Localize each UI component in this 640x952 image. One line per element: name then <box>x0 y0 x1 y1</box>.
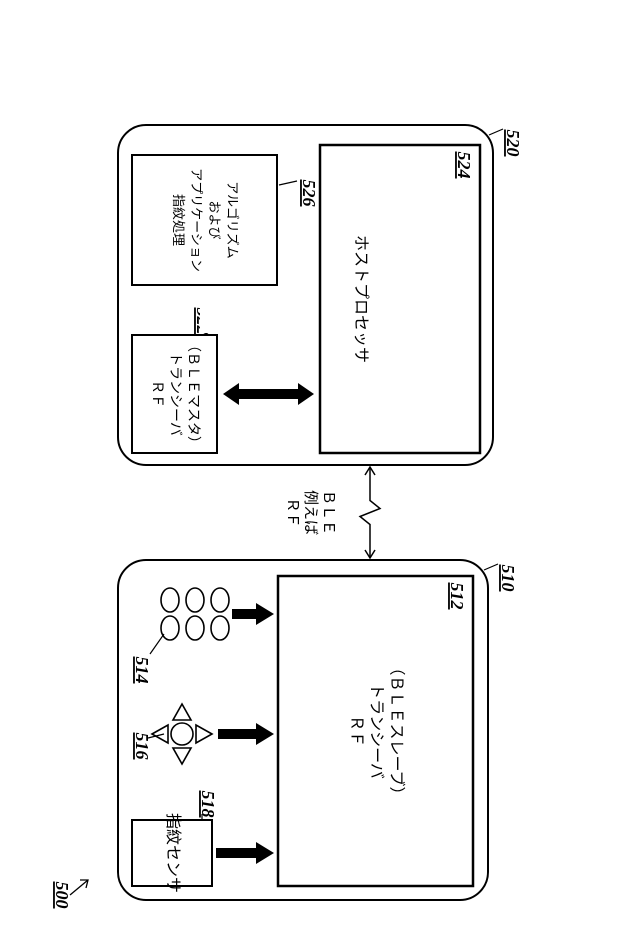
svg-text:指紋処理: 指紋処理 <box>171 194 186 246</box>
svg-text:ＲＦ: ＲＦ <box>150 380 166 408</box>
svg-text:（ＢＬＥマスタ）: （ＢＬＥマスタ） <box>186 338 202 450</box>
svg-text:（ＢＬＥスレーブ）: （ＢＬＥスレーブ） <box>387 659 406 802</box>
svg-text:512: 512 <box>447 583 467 610</box>
svg-text:ＲＦ: ＲＦ <box>284 497 301 527</box>
svg-text:トランシーバ: トランシーバ <box>367 683 384 779</box>
svg-text:アプリケーション: アプリケーション <box>189 168 204 272</box>
svg-text:アルゴリズム: アルゴリズム <box>225 181 240 259</box>
svg-text:510: 510 <box>498 565 518 592</box>
svg-text:524: 524 <box>454 152 474 179</box>
svg-text:指紋センサ: 指紋センサ <box>164 813 182 893</box>
svg-text:526: 526 <box>299 180 319 207</box>
svg-text:ホストプロセッサ: ホストプロセッサ <box>352 235 370 363</box>
svg-text:500: 500 <box>52 882 72 909</box>
svg-text:ＢＬＥ: ＢＬＥ <box>320 490 337 535</box>
svg-text:520: 520 <box>503 130 523 157</box>
svg-text:ＲＦ: ＲＦ <box>347 715 364 747</box>
svg-text:518: 518 <box>198 791 218 818</box>
svg-text:514: 514 <box>132 657 152 684</box>
svg-text:トランシーバ: トランシーバ <box>168 352 184 436</box>
svg-text:および: および <box>207 200 222 239</box>
svg-text:例えば: 例えば <box>302 490 319 535</box>
svg-text:516: 516 <box>132 733 152 760</box>
